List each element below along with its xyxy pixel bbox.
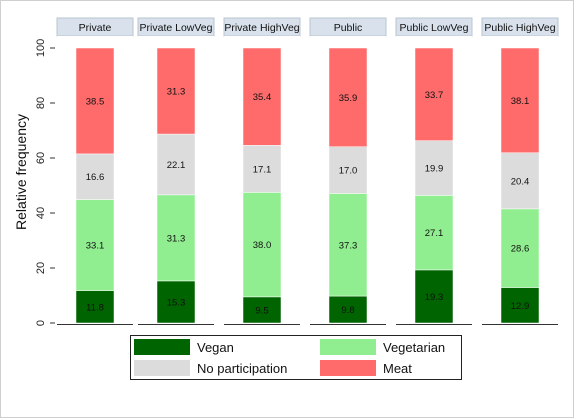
- y-axis-label: Relative frequency: [13, 114, 29, 230]
- bar-no-participation-private: [75, 153, 115, 200]
- panel-private-lowveg: Private LowVeg 15.3 31.3 22.1 31.3: [137, 17, 215, 325]
- bar-vegan-public: [328, 295, 368, 324]
- data-label-no-participation-private-lowveg: 22.1: [167, 160, 186, 171]
- bar-vegan-public-lowveg: [414, 269, 454, 324]
- panel-private: Private 11.8 33.1 16.6 38.5: [56, 17, 134, 325]
- legend-swatch: [134, 339, 190, 355]
- legend-label: Vegan: [197, 340, 234, 355]
- bar-meat-private: [75, 47, 115, 155]
- y-axis: 0 20 40 60 80 100: [35, 39, 55, 326]
- data-label-vegetarian-private: 33.1: [86, 241, 105, 252]
- bar-no-participation-private-highveg: [242, 145, 282, 193]
- data-label-vegan-public-highveg: 12.9: [511, 301, 530, 312]
- data-label-meat-public: 35.9: [339, 93, 358, 104]
- y-tick-label-80: 80: [35, 97, 47, 109]
- bar-vegetarian-public: [328, 193, 368, 297]
- data-label-vegetarian-private-highveg: 38.0: [253, 240, 272, 251]
- bar-no-participation-public-highveg: [500, 152, 540, 210]
- bar-no-participation-private-lowveg: [156, 133, 196, 196]
- bar-no-participation-public-lowveg: [414, 140, 454, 196]
- legend-item-no-participation: No participation: [134, 360, 287, 376]
- panel-public: Public 9.8 37.3 17.0 35.9: [309, 17, 387, 325]
- data-label-vegan-private-highveg: 9.5: [255, 305, 268, 316]
- legend-label: Meat: [383, 361, 412, 376]
- bar-no-participation-public: [328, 146, 368, 194]
- legend-label: No participation: [197, 361, 287, 376]
- y-tick-label-40: 40: [35, 207, 47, 219]
- data-label-meat-private-highveg: 35.4: [253, 92, 272, 103]
- bar-meat-private-lowveg: [156, 47, 196, 135]
- data-label-no-participation-public-highveg: 20.4: [511, 176, 530, 187]
- bar-meat-private-highveg: [242, 47, 282, 146]
- y-tick-label-100: 100: [35, 39, 47, 57]
- data-label-vegan-private: 11.8: [86, 302, 104, 313]
- legend-item-vegetarian: Vegetarian: [320, 339, 445, 355]
- panel-public-lowveg: Public LowVeg 19.3 27.1 19.9 33.7: [395, 17, 473, 325]
- legend-item-vegan: Vegan: [134, 339, 234, 355]
- data-label-meat-private: 38.5: [86, 96, 105, 107]
- data-label-no-participation-public: 17.0: [339, 166, 358, 177]
- y-tick-label-60: 60: [35, 152, 47, 164]
- legend-label: Vegetarian: [383, 340, 445, 355]
- bar-vegetarian-private-highveg: [242, 192, 282, 298]
- bar-vegetarian-private-lowveg: [156, 194, 196, 282]
- bar-vegan-private-highveg: [242, 296, 282, 324]
- data-label-no-participation-private: 16.6: [86, 172, 105, 183]
- panel-title: Public LowVeg: [400, 22, 469, 34]
- data-label-vegan-public-lowveg: 19.3: [425, 292, 444, 303]
- bar-meat-public-highveg: [500, 47, 540, 154]
- legend-item-meat: Meat: [320, 360, 412, 376]
- panels: Private 11.8 33.1 16.6 38.5 Private LowVeg 15.…: [56, 17, 559, 325]
- data-label-meat-public-highveg: 38.1: [511, 96, 530, 107]
- legend-swatch: [134, 360, 190, 376]
- panel-title: Private LowVeg: [140, 22, 213, 34]
- data-label-meat-private-lowveg: 31.3: [167, 87, 186, 98]
- data-label-vegan-private-lowveg: 15.3: [167, 297, 186, 308]
- bar-vegetarian-public-highveg: [500, 208, 540, 288]
- y-tick-label-20: 20: [35, 262, 47, 274]
- data-label-vegetarian-public-highveg: 28.6: [511, 244, 530, 255]
- data-label-vegetarian-public-lowveg: 27.1: [425, 228, 444, 239]
- data-label-no-participation-private-highveg: 17.1: [253, 164, 272, 175]
- data-label-meat-public-lowveg: 33.7: [425, 90, 444, 101]
- data-label-no-participation-public-lowveg: 19.9: [425, 164, 444, 175]
- panel-title: Private: [79, 22, 112, 34]
- legend-swatch: [320, 339, 376, 355]
- panel-title: Private HighVeg: [224, 22, 299, 34]
- bar-vegan-public-highveg: [500, 287, 540, 324]
- bar-vegetarian-public-lowveg: [414, 195, 454, 271]
- panel-private-highveg: Private HighVeg 9.5 38.0 17.1 35.4: [223, 17, 301, 325]
- bar-meat-public: [328, 47, 368, 147]
- bar-vegetarian-private: [75, 199, 115, 291]
- data-label-vegan-public: 9.8: [341, 305, 354, 316]
- data-label-vegetarian-private-lowveg: 31.3: [167, 233, 186, 244]
- bar-meat-public-lowveg: [414, 47, 454, 141]
- legend: Vegan Vegetarian No participation Meat: [130, 335, 462, 380]
- panel-public-highveg: Public HighVeg 12.9 28.6 20.4 38.1: [481, 17, 559, 325]
- bar-vegan-private-lowveg: [156, 280, 196, 324]
- data-label-vegetarian-public: 37.3: [339, 240, 358, 251]
- legend-swatch: [320, 360, 376, 376]
- y-tick-label-0: 0: [35, 320, 47, 326]
- panel-title: Public HighVeg: [484, 22, 555, 34]
- panel-title: Public: [334, 22, 363, 34]
